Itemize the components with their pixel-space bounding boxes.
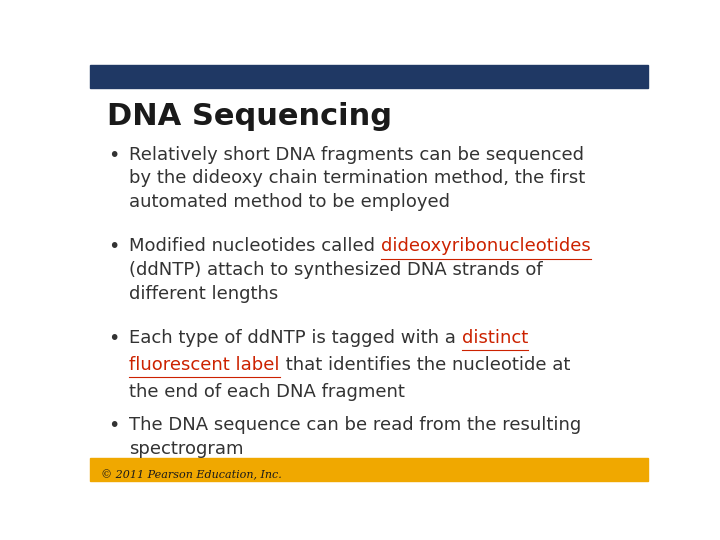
Text: DNA Sequencing: DNA Sequencing	[107, 102, 392, 131]
Text: Modified nucleotides called: Modified nucleotides called	[129, 238, 381, 255]
Text: The DNA sequence can be read from the resulting
spectrogram: The DNA sequence can be read from the re…	[129, 416, 581, 458]
Text: •: •	[109, 238, 120, 256]
Text: fluorescent label: fluorescent label	[129, 356, 279, 374]
Text: the end of each DNA fragment: the end of each DNA fragment	[129, 383, 405, 401]
Text: that identifies the nucleotide at: that identifies the nucleotide at	[279, 356, 570, 374]
Text: •: •	[109, 146, 120, 165]
Text: •: •	[109, 416, 120, 435]
Text: Each type of ddNTP is tagged with a: Each type of ddNTP is tagged with a	[129, 329, 462, 347]
Bar	[90, 65, 648, 87]
Text: •: •	[109, 329, 120, 348]
Bar	[90, 458, 648, 481]
Text: Relatively short DNA fragments can be sequenced
by the dideoxy chain termination: Relatively short DNA fragments can be se…	[129, 146, 585, 211]
Text: (ddNTP) attach to synthesized DNA strands of
different lengths: (ddNTP) attach to synthesized DNA strand…	[129, 238, 543, 302]
Text: © 2011 Pearson Education, Inc.: © 2011 Pearson Education, Inc.	[101, 470, 282, 481]
Text: distinct: distinct	[462, 329, 528, 347]
Text: dideoxyribonucleotides: dideoxyribonucleotides	[381, 238, 590, 255]
